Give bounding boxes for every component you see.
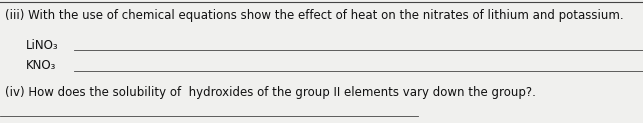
Text: (iv) How does the solubility of  hydroxides of the group II elements vary down t: (iv) How does the solubility of hydroxid… bbox=[5, 86, 536, 99]
Text: KNO₃: KNO₃ bbox=[26, 59, 56, 72]
Text: (iii) With the use of chemical equations show the effect of heat on the nitrates: (iii) With the use of chemical equations… bbox=[5, 9, 624, 22]
Text: LiNO₃: LiNO₃ bbox=[26, 39, 59, 52]
